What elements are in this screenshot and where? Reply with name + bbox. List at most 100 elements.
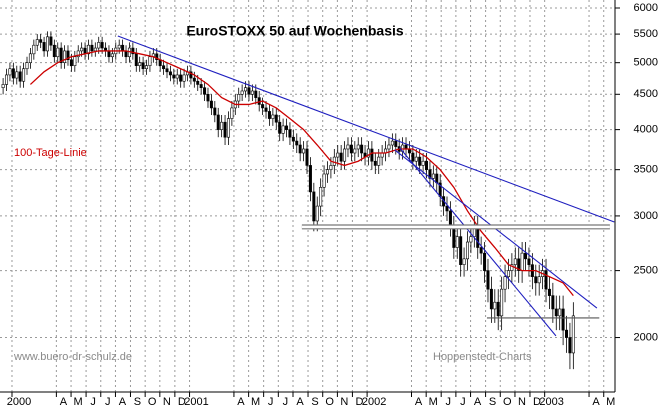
candle-body [66, 50, 70, 60]
x-tick-label: A [592, 396, 600, 408]
candle-body [325, 169, 329, 175]
candle-body [39, 39, 43, 43]
candle-body [445, 205, 449, 212]
x-tick-label: A [237, 396, 245, 408]
candle-body [148, 56, 152, 66]
x-tick-label: S [489, 396, 496, 408]
candle-body [332, 156, 336, 166]
candle-body [302, 148, 306, 154]
candle-body [18, 71, 22, 82]
candle-body [15, 71, 19, 79]
candle-body [558, 308, 562, 317]
candle-body [117, 44, 121, 49]
candle-body [131, 47, 135, 55]
candle-body [503, 276, 507, 290]
candle-body [411, 152, 415, 162]
candle-body [63, 50, 67, 63]
candle-body [90, 44, 94, 52]
candle-body [8, 68, 12, 76]
candle-body [571, 315, 575, 354]
candle-body [285, 125, 289, 130]
candle-body [489, 288, 493, 310]
candle-body [141, 62, 145, 70]
plot-area [0, 0, 615, 392]
candle-body [373, 160, 377, 166]
candle-body [97, 42, 101, 49]
candle-body [134, 53, 138, 66]
x-tick-label: N [518, 396, 526, 408]
candle-body [206, 93, 210, 102]
x-tick-label: A [296, 396, 304, 408]
candle-body [551, 295, 555, 310]
x-tick-label: D [178, 396, 186, 408]
candle-body [346, 144, 350, 150]
x-tick-label: S [311, 396, 318, 408]
candle-body [220, 121, 224, 130]
candle-body [168, 71, 172, 76]
x-tick-label: N [340, 396, 348, 408]
candle-body [315, 205, 319, 222]
candle-body [278, 121, 282, 134]
candle-body [22, 68, 26, 82]
candle-body [223, 121, 227, 138]
candle-body [226, 118, 230, 138]
candle-body [124, 50, 128, 58]
candle-body [179, 74, 183, 82]
y-tick-label: 2000 [634, 331, 658, 343]
candle-body [524, 252, 528, 260]
candle-body [213, 107, 217, 116]
candle-body [322, 173, 326, 188]
candle-body [298, 144, 302, 154]
candle-body [76, 50, 80, 58]
candle-body [56, 47, 60, 58]
candle-body [390, 140, 394, 146]
candle-body [547, 288, 551, 296]
candle-body [35, 39, 39, 46]
series-label: 100-Tage-Linie [14, 147, 87, 159]
trend-line [399, 147, 557, 337]
candle-body [49, 36, 53, 46]
candle-body [520, 252, 524, 271]
x-tick-label: M [429, 396, 438, 408]
candle-body [377, 156, 381, 166]
candle-body [240, 90, 244, 95]
x-tick-label: A [415, 396, 423, 408]
candle-body [510, 264, 514, 271]
candle-body [25, 62, 29, 70]
candle-body [28, 53, 32, 63]
candle-body [45, 36, 49, 52]
candle-body [517, 258, 521, 271]
candle-body [339, 152, 343, 162]
candle-body [175, 74, 179, 79]
x-tick-label: O [503, 396, 512, 408]
candle-body [353, 148, 357, 154]
candle-body [513, 258, 517, 265]
candle-body [80, 47, 84, 52]
candle-body [568, 337, 572, 354]
candle-body [506, 270, 510, 277]
x-tick-label: A [474, 396, 482, 408]
candle-body [537, 276, 541, 284]
chart-title: EuroSTOXX 50 auf Wochenbasis [186, 23, 404, 39]
candle-body [544, 270, 548, 290]
trend-line [117, 35, 615, 223]
candle-body [308, 165, 312, 193]
candle-body [196, 80, 200, 85]
candle-body [110, 53, 114, 58]
candle-body [534, 276, 538, 284]
x-tick-label: A [60, 396, 68, 408]
x-tick-label: S [134, 396, 141, 408]
candle-body [254, 90, 258, 98]
candle-body [73, 56, 77, 66]
annotation: Hoppenstedt-Charts [433, 351, 532, 363]
candle-body [264, 107, 268, 112]
candle-body [418, 156, 422, 166]
candle-body [295, 140, 299, 146]
x-tick-label: M [73, 396, 82, 408]
candle-body [349, 144, 353, 154]
candle-body [261, 104, 265, 109]
candle-body [93, 47, 97, 52]
candle-body [414, 156, 418, 162]
candle-body [230, 107, 234, 119]
annotation: www.buero-dr-schulz.de [13, 351, 132, 363]
